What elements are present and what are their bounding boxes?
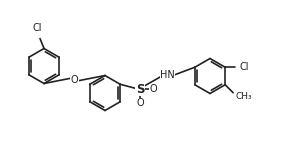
Text: S: S: [136, 83, 144, 96]
Text: Cl: Cl: [32, 22, 42, 33]
Text: O: O: [149, 84, 157, 94]
Text: O: O: [71, 74, 78, 85]
Text: O: O: [136, 98, 144, 108]
Text: HN: HN: [160, 70, 175, 80]
Text: CH₃: CH₃: [235, 92, 252, 101]
Text: Cl: Cl: [239, 62, 249, 72]
